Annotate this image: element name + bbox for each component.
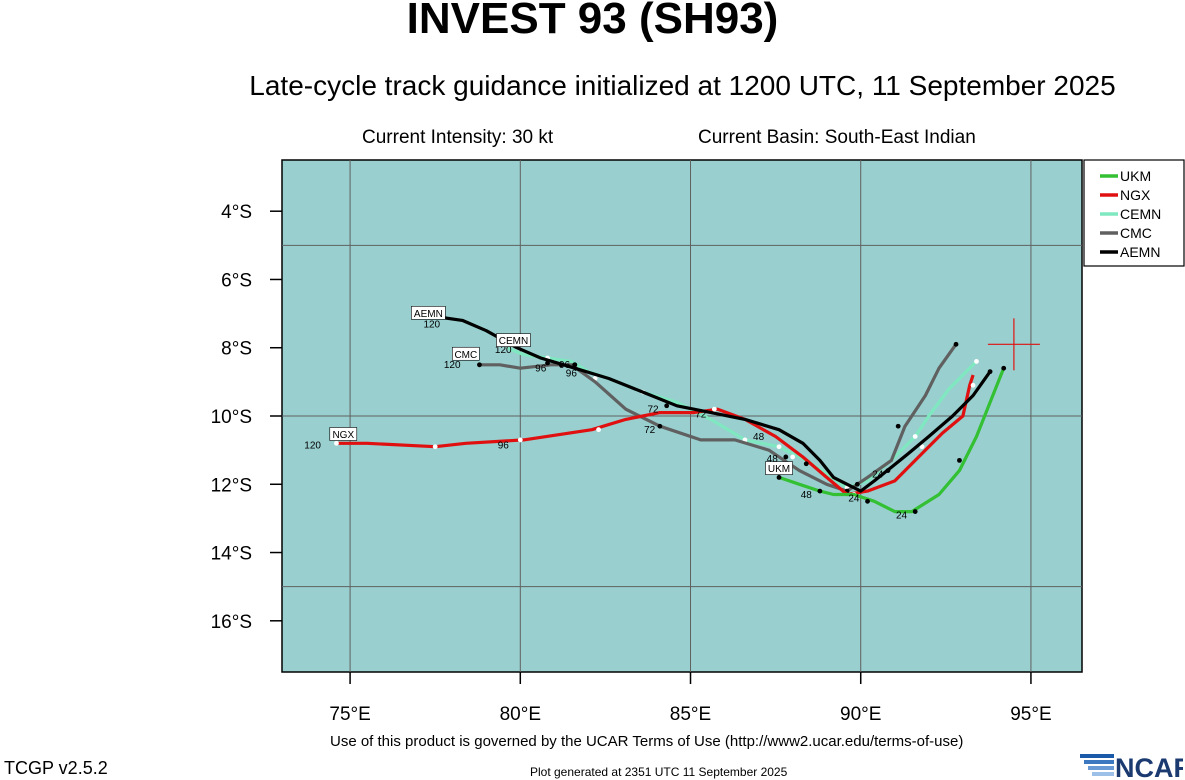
track-point-cmc	[895, 423, 901, 429]
y-tick-label: 14°S	[211, 544, 252, 565]
page-subtitle: Late-cycle track guidance initialized at…	[249, 70, 1116, 101]
track-point-cmc	[953, 341, 959, 347]
y-tick-label: 4°S	[221, 202, 252, 223]
track-point-ukm	[957, 457, 962, 463]
track-point-ngx	[517, 437, 523, 443]
legend-label-ukm: UKM	[1120, 168, 1151, 184]
track-point-aemn	[854, 481, 860, 487]
ncar-logo: NCAR	[1080, 753, 1183, 780]
track-line-cmc	[479, 343, 958, 493]
model-name-tag-box	[452, 346, 480, 361]
track-point-aemn	[987, 369, 993, 375]
track-point-ngx	[790, 454, 796, 460]
track-point-cmc	[477, 362, 482, 368]
track-point-ukm	[912, 509, 918, 514]
x-tick-label: 80°E	[500, 704, 541, 725]
page-title: INVEST 93 (SH93)	[406, 0, 779, 43]
track-point-ukm	[776, 475, 782, 480]
map-ticks: 75°E 80°E 85°E 90°E 95°E 4°S 6°S 8°S 10°S 12°S 14°…	[211, 202, 1052, 725]
current-intensity: Current Intensity: 30 kt	[362, 127, 554, 148]
track-point-aemn	[885, 468, 891, 474]
terms-of-use-note: Use of this product is governed by the U…	[330, 733, 964, 750]
track-point-aemn	[572, 362, 578, 368]
forecast-hour-label: 72	[648, 405, 660, 416]
y-tick-label: 6°S	[221, 270, 252, 291]
model-name-tag-box	[765, 461, 793, 475]
model-name-tag-box	[329, 427, 358, 441]
track-point-cemn	[974, 358, 979, 364]
map-grid	[282, 160, 1082, 672]
forecast-hour-label: 72	[695, 410, 707, 421]
track-point-aemn	[545, 360, 550, 366]
forecast-hour-label: 120	[304, 440, 321, 451]
track-point-ngx	[970, 382, 976, 388]
forecast-hour-label: 120	[495, 345, 512, 356]
forecast-hour-label: 120	[423, 319, 440, 330]
track-point-ukm	[817, 488, 823, 494]
forecast-hour-label: 96	[535, 364, 547, 375]
version-label: TCGP v2.5.2	[4, 758, 108, 778]
forecast-hour-label: 96	[559, 360, 571, 371]
forecast-hour-label: 48	[801, 490, 813, 501]
model-name-tag-box	[411, 306, 446, 320]
track-point-cmc	[783, 454, 789, 460]
legend-box: UKM NGX CEMN CMC AEMN	[1083, 159, 1185, 267]
model-name-tag: CEMN	[499, 336, 528, 347]
legend-label-cmc: CMC	[1120, 225, 1152, 241]
forecast-hour-label: 120	[444, 360, 461, 371]
track-point-cemn	[912, 434, 918, 439]
track-point-ngx	[919, 444, 925, 450]
track-labels: 4896120CEMN487296120CMC24487296120NGX244…	[304, 306, 908, 521]
forecast-hour-label: 96	[566, 369, 578, 380]
forecast-hour-label: 96	[498, 440, 510, 451]
current-basin: Current Basin: South-East Indian	[698, 127, 976, 148]
model-name-tag: AEMN	[414, 309, 443, 320]
legend-label-cemn: CEMN	[1120, 206, 1161, 222]
current-position-marker	[987, 318, 1040, 371]
x-tick-label: 95°E	[1010, 704, 1051, 725]
model-name-tag: NGX	[332, 430, 354, 441]
forecast-hour-label: 24	[896, 510, 908, 521]
track-point-ukm	[865, 498, 870, 504]
track-point-cemn	[776, 444, 782, 450]
y-tick-label: 16°S	[211, 612, 252, 633]
track-point-aemn	[803, 461, 809, 467]
forecast-hour-label: 72	[644, 425, 656, 436]
track-point-ngx	[711, 406, 717, 412]
track-point-ukm	[1001, 365, 1007, 371]
legend-label-aemn: AEMN	[1120, 244, 1160, 260]
y-tick-label: 10°S	[211, 407, 252, 428]
model-name-tag: UKM	[768, 464, 790, 475]
ncar-logo-mark	[1080, 754, 1114, 776]
track-point-ngx	[334, 440, 339, 446]
y-tick-label: 8°S	[221, 339, 252, 360]
forecast-hour-label: 24	[848, 493, 860, 504]
y-tick-label: 12°S	[211, 475, 252, 496]
model-name-tag-box	[496, 333, 531, 347]
track-point-ngx	[596, 427, 601, 433]
track-line-ngx	[336, 374, 975, 497]
forecast-tracks	[334, 315, 1007, 514]
track-point-aemn	[558, 362, 564, 368]
x-tick-label: 85°E	[670, 704, 711, 725]
track-point-aemn	[664, 403, 670, 409]
forecast-hour-label: 48	[753, 432, 765, 443]
x-tick-label: 75°E	[329, 704, 370, 725]
forecast-hour-label: 48	[767, 454, 779, 465]
x-tick-label: 90°E	[840, 704, 881, 725]
legend-label-ngx: NGX	[1120, 187, 1151, 203]
track-point-cmc	[657, 423, 663, 429]
track-line-aemn	[438, 315, 992, 493]
ncar-logo-text: NCAR	[1115, 753, 1183, 780]
forecast-hour-label: 24	[872, 469, 884, 480]
track-point-ngx	[432, 444, 438, 450]
plot-generated-note: Plot generated at 2351 UTC 11 September …	[530, 765, 788, 779]
model-name-tag: CMC	[454, 350, 477, 361]
